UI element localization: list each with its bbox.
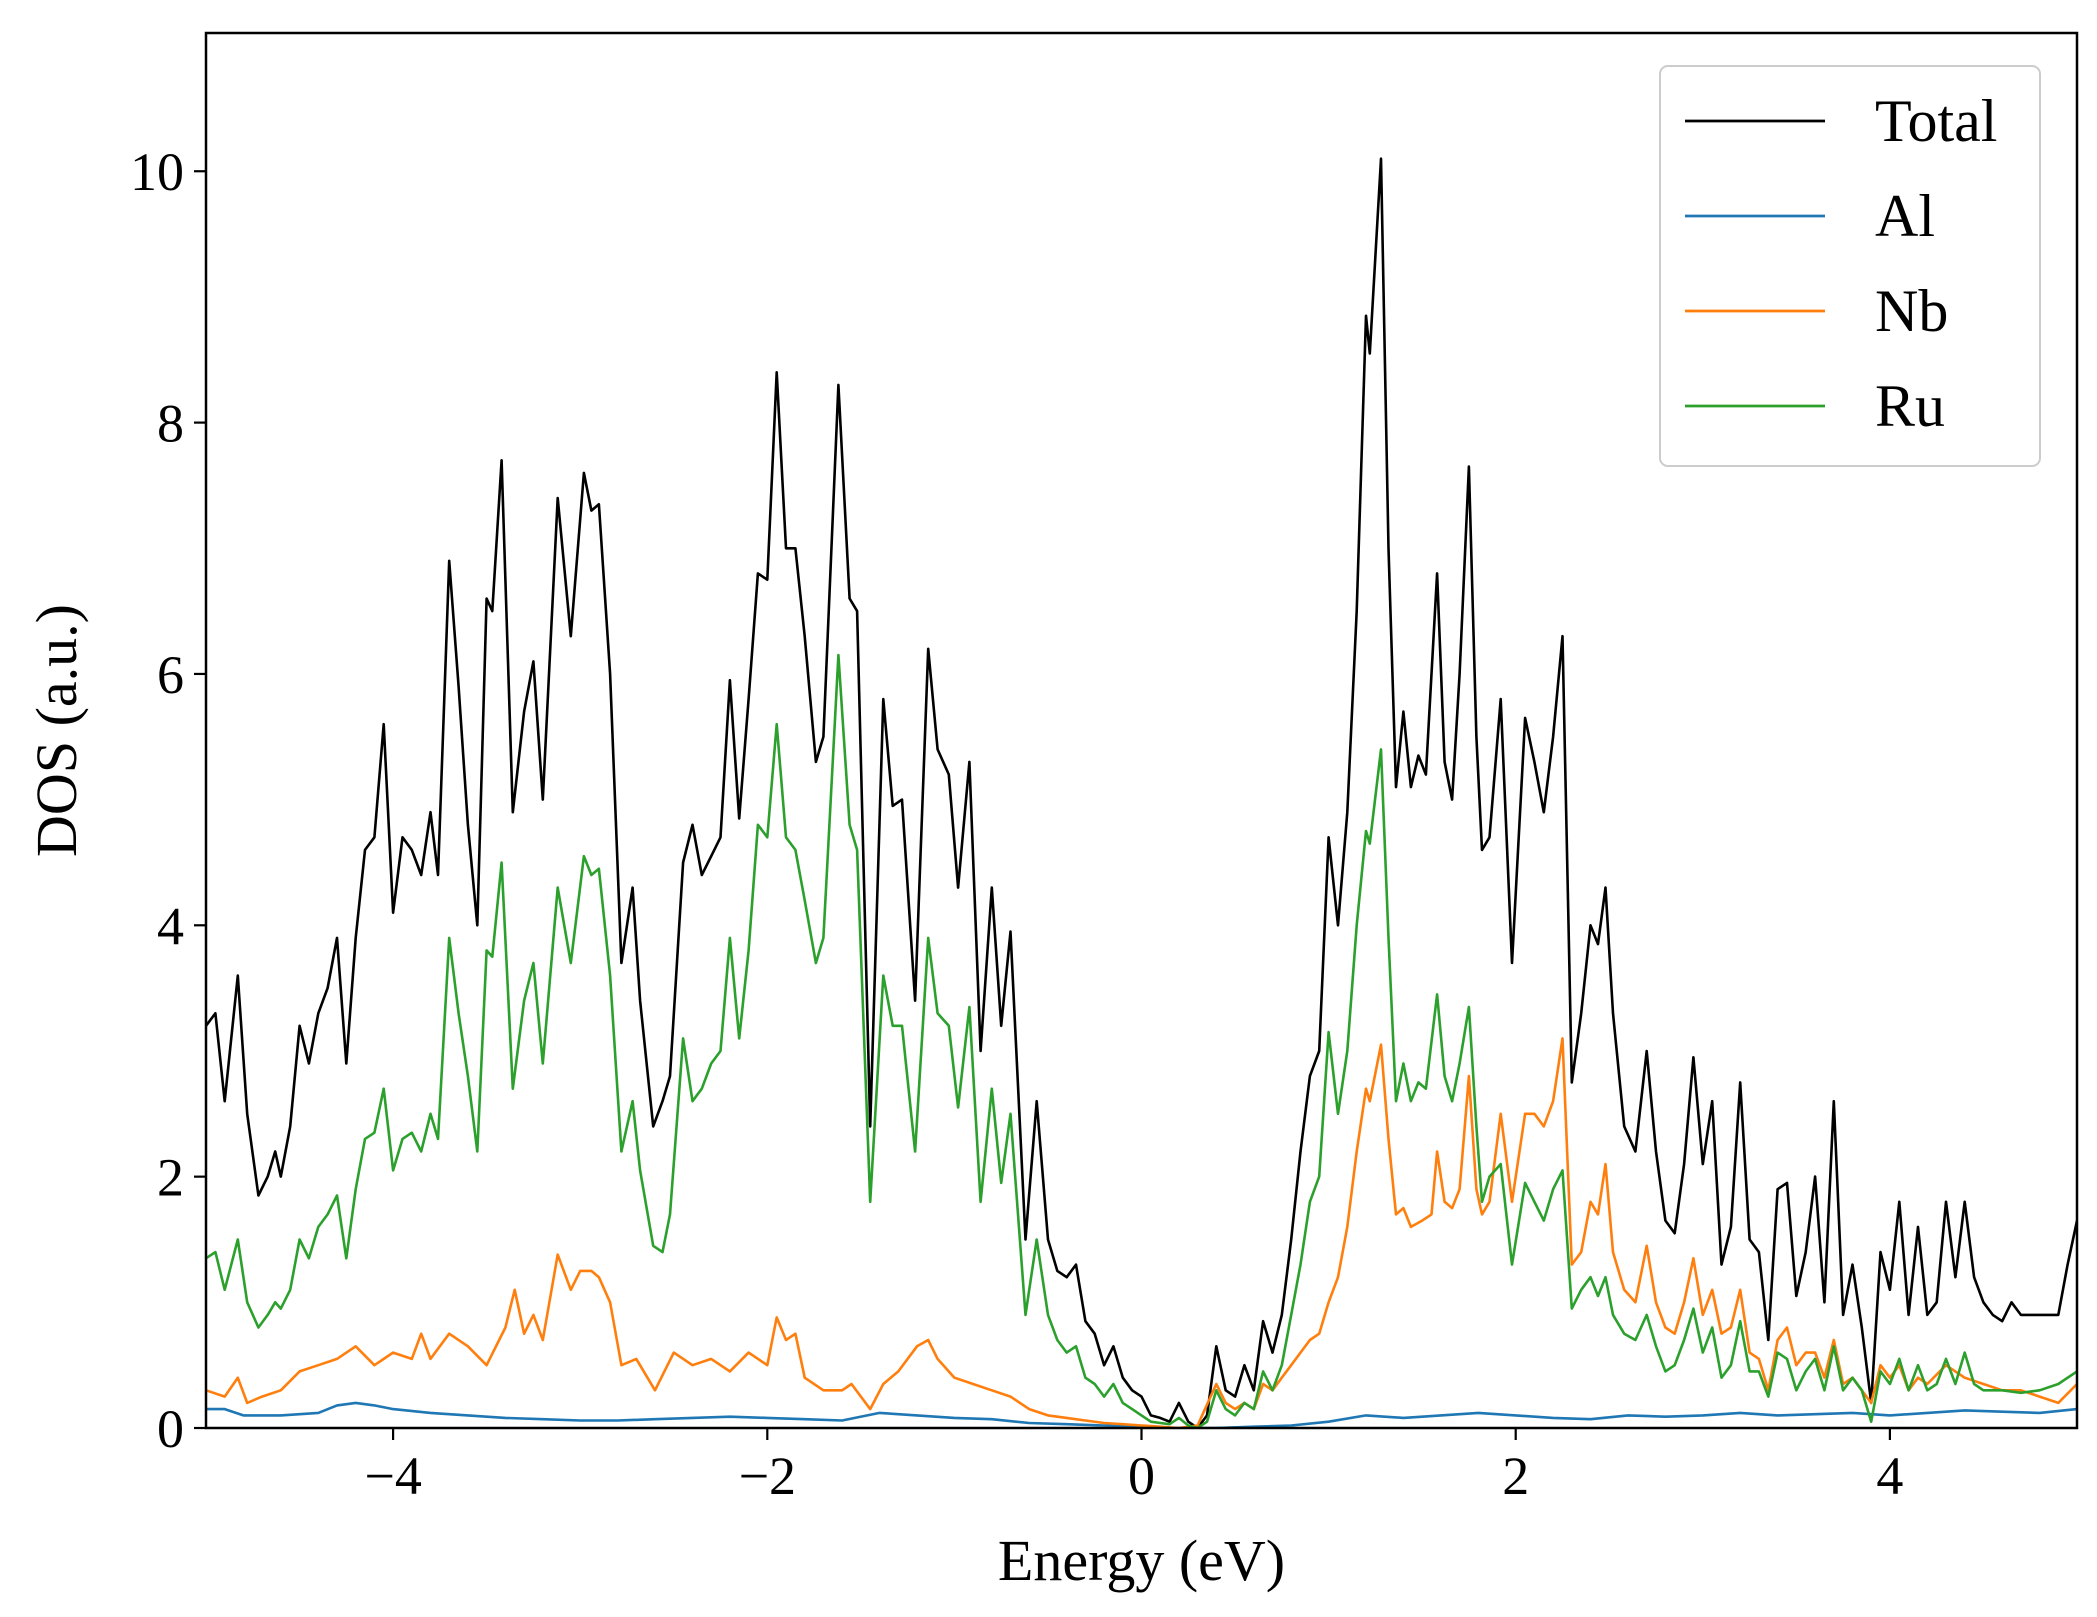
legend-label-nb: Nb: [1875, 278, 1948, 344]
legend-box: [1659, 65, 2041, 467]
x-axis-label: Energy (eV): [998, 1528, 1285, 1593]
x-axis: −4 −2 0 2 4: [364, 1428, 1903, 1506]
x-tick-label: 2: [1502, 1446, 1529, 1506]
series-line-al: [206, 1401, 2077, 1428]
x-tick-label: −4: [364, 1446, 421, 1506]
legend: Total Al Nb Ru: [1659, 65, 2041, 467]
legend-label-al: Al: [1875, 183, 1935, 249]
y-tick-label: 6: [157, 645, 184, 705]
y-axis-label: DOS (a.u.): [24, 604, 89, 857]
series-line-nb: [206, 1037, 2077, 1428]
y-tick-label: 8: [157, 394, 184, 454]
y-tick-label: 0: [157, 1399, 184, 1459]
x-tick-label: 4: [1876, 1446, 1903, 1506]
series-layer: [206, 157, 2077, 1428]
series-line-ru: [206, 653, 2077, 1428]
legend-label-total: Total: [1875, 88, 1997, 154]
y-tick-label: 4: [157, 896, 184, 956]
y-tick-label: 2: [157, 1148, 184, 1208]
series-line-total: [206, 157, 2077, 1428]
x-tick-label: 0: [1128, 1446, 1155, 1506]
legend-label-ru: Ru: [1875, 373, 1945, 439]
x-tick-label: −2: [739, 1446, 796, 1506]
y-tick-label: 10: [130, 142, 184, 202]
y-axis: 0 2 4 6 8 10: [130, 142, 206, 1459]
